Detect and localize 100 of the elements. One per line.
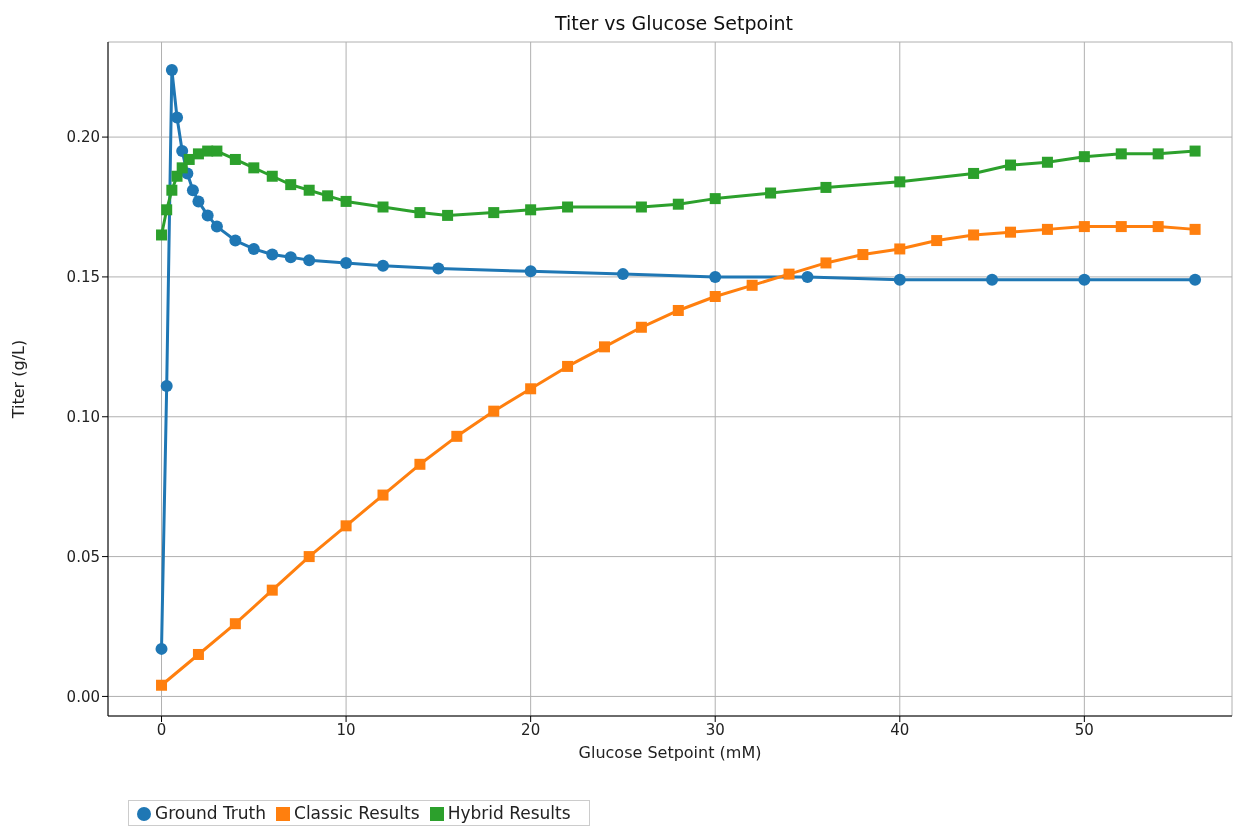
point	[211, 145, 223, 157]
point	[229, 234, 242, 247]
point	[176, 162, 188, 174]
point	[1041, 156, 1053, 168]
point	[171, 111, 184, 124]
y-tick-label: 0.15	[66, 268, 100, 287]
point	[783, 268, 795, 280]
point	[266, 170, 278, 182]
point	[432, 262, 445, 275]
point	[968, 167, 980, 179]
point	[1005, 159, 1017, 171]
point	[635, 201, 647, 213]
point	[1078, 273, 1091, 286]
point	[192, 195, 205, 208]
point	[192, 648, 204, 660]
point	[155, 642, 168, 655]
point	[284, 251, 297, 264]
point	[524, 265, 537, 278]
point	[746, 279, 758, 291]
x-tick-label: 50	[1074, 720, 1094, 739]
point	[414, 207, 426, 219]
point	[1005, 226, 1017, 238]
point	[166, 184, 178, 196]
point	[672, 304, 684, 316]
point	[340, 256, 353, 269]
x-tick-label: 0	[156, 720, 167, 739]
point	[672, 198, 684, 210]
point	[183, 153, 195, 165]
point	[525, 204, 537, 216]
point	[340, 520, 352, 532]
point	[1115, 148, 1127, 160]
point	[820, 257, 832, 269]
point	[248, 162, 260, 174]
x-tick-label: 20	[521, 720, 541, 739]
point	[176, 145, 189, 158]
point	[986, 273, 999, 286]
point	[709, 291, 721, 302]
point	[186, 184, 199, 197]
point	[229, 618, 241, 630]
point	[968, 229, 980, 241]
point	[1152, 221, 1164, 233]
point	[1152, 148, 1164, 160]
point	[303, 184, 315, 196]
point	[931, 235, 943, 247]
point	[635, 321, 647, 333]
y-axis-title: Titer (g/L)	[8, 339, 28, 420]
point	[171, 170, 183, 182]
point	[156, 229, 168, 241]
point	[451, 430, 463, 442]
point	[229, 153, 241, 165]
y-tick-label: 0.00	[66, 687, 100, 706]
x-tick-label: 30	[705, 720, 725, 739]
point	[857, 249, 869, 261]
y-tick-label: 0.10	[66, 408, 100, 427]
point	[1078, 221, 1090, 233]
x-tick-label: 40	[890, 720, 910, 739]
point	[414, 458, 426, 470]
point	[1189, 223, 1201, 235]
point	[765, 187, 777, 199]
point	[161, 204, 173, 216]
point	[709, 193, 721, 205]
y-tick-label: 0.05	[66, 547, 100, 566]
point	[247, 242, 260, 255]
point	[266, 584, 278, 596]
point	[562, 201, 574, 213]
point	[303, 254, 316, 267]
point	[165, 63, 178, 76]
point	[488, 405, 500, 417]
point	[160, 379, 173, 392]
point	[616, 268, 629, 281]
point	[377, 489, 389, 501]
point	[1189, 145, 1201, 157]
point	[894, 176, 906, 188]
point	[156, 679, 168, 691]
point	[1115, 221, 1127, 233]
point	[562, 360, 574, 372]
point	[377, 201, 389, 213]
point	[598, 341, 610, 353]
point	[322, 190, 334, 202]
y-tick-label: 0.20	[66, 128, 100, 147]
point	[303, 551, 315, 563]
point	[709, 270, 722, 283]
point	[525, 383, 537, 395]
legend-label: Ground Truth	[155, 803, 267, 823]
point	[266, 248, 279, 261]
legend-label: Classic Results	[294, 803, 420, 823]
x-axis-title: Glucose Setpoint (mM)	[578, 743, 762, 762]
x-tick-label: 10	[336, 720, 356, 739]
point	[442, 209, 454, 221]
point	[801, 270, 814, 283]
point	[893, 273, 906, 286]
point	[1041, 223, 1053, 235]
point	[340, 195, 352, 207]
point	[1078, 151, 1090, 163]
point	[1189, 273, 1202, 286]
point	[285, 179, 297, 191]
point	[210, 220, 223, 233]
chart-title: Titer vs Glucose Setpoint	[554, 12, 794, 34]
legend-label: Hybrid Results	[447, 803, 571, 823]
point	[894, 243, 906, 255]
